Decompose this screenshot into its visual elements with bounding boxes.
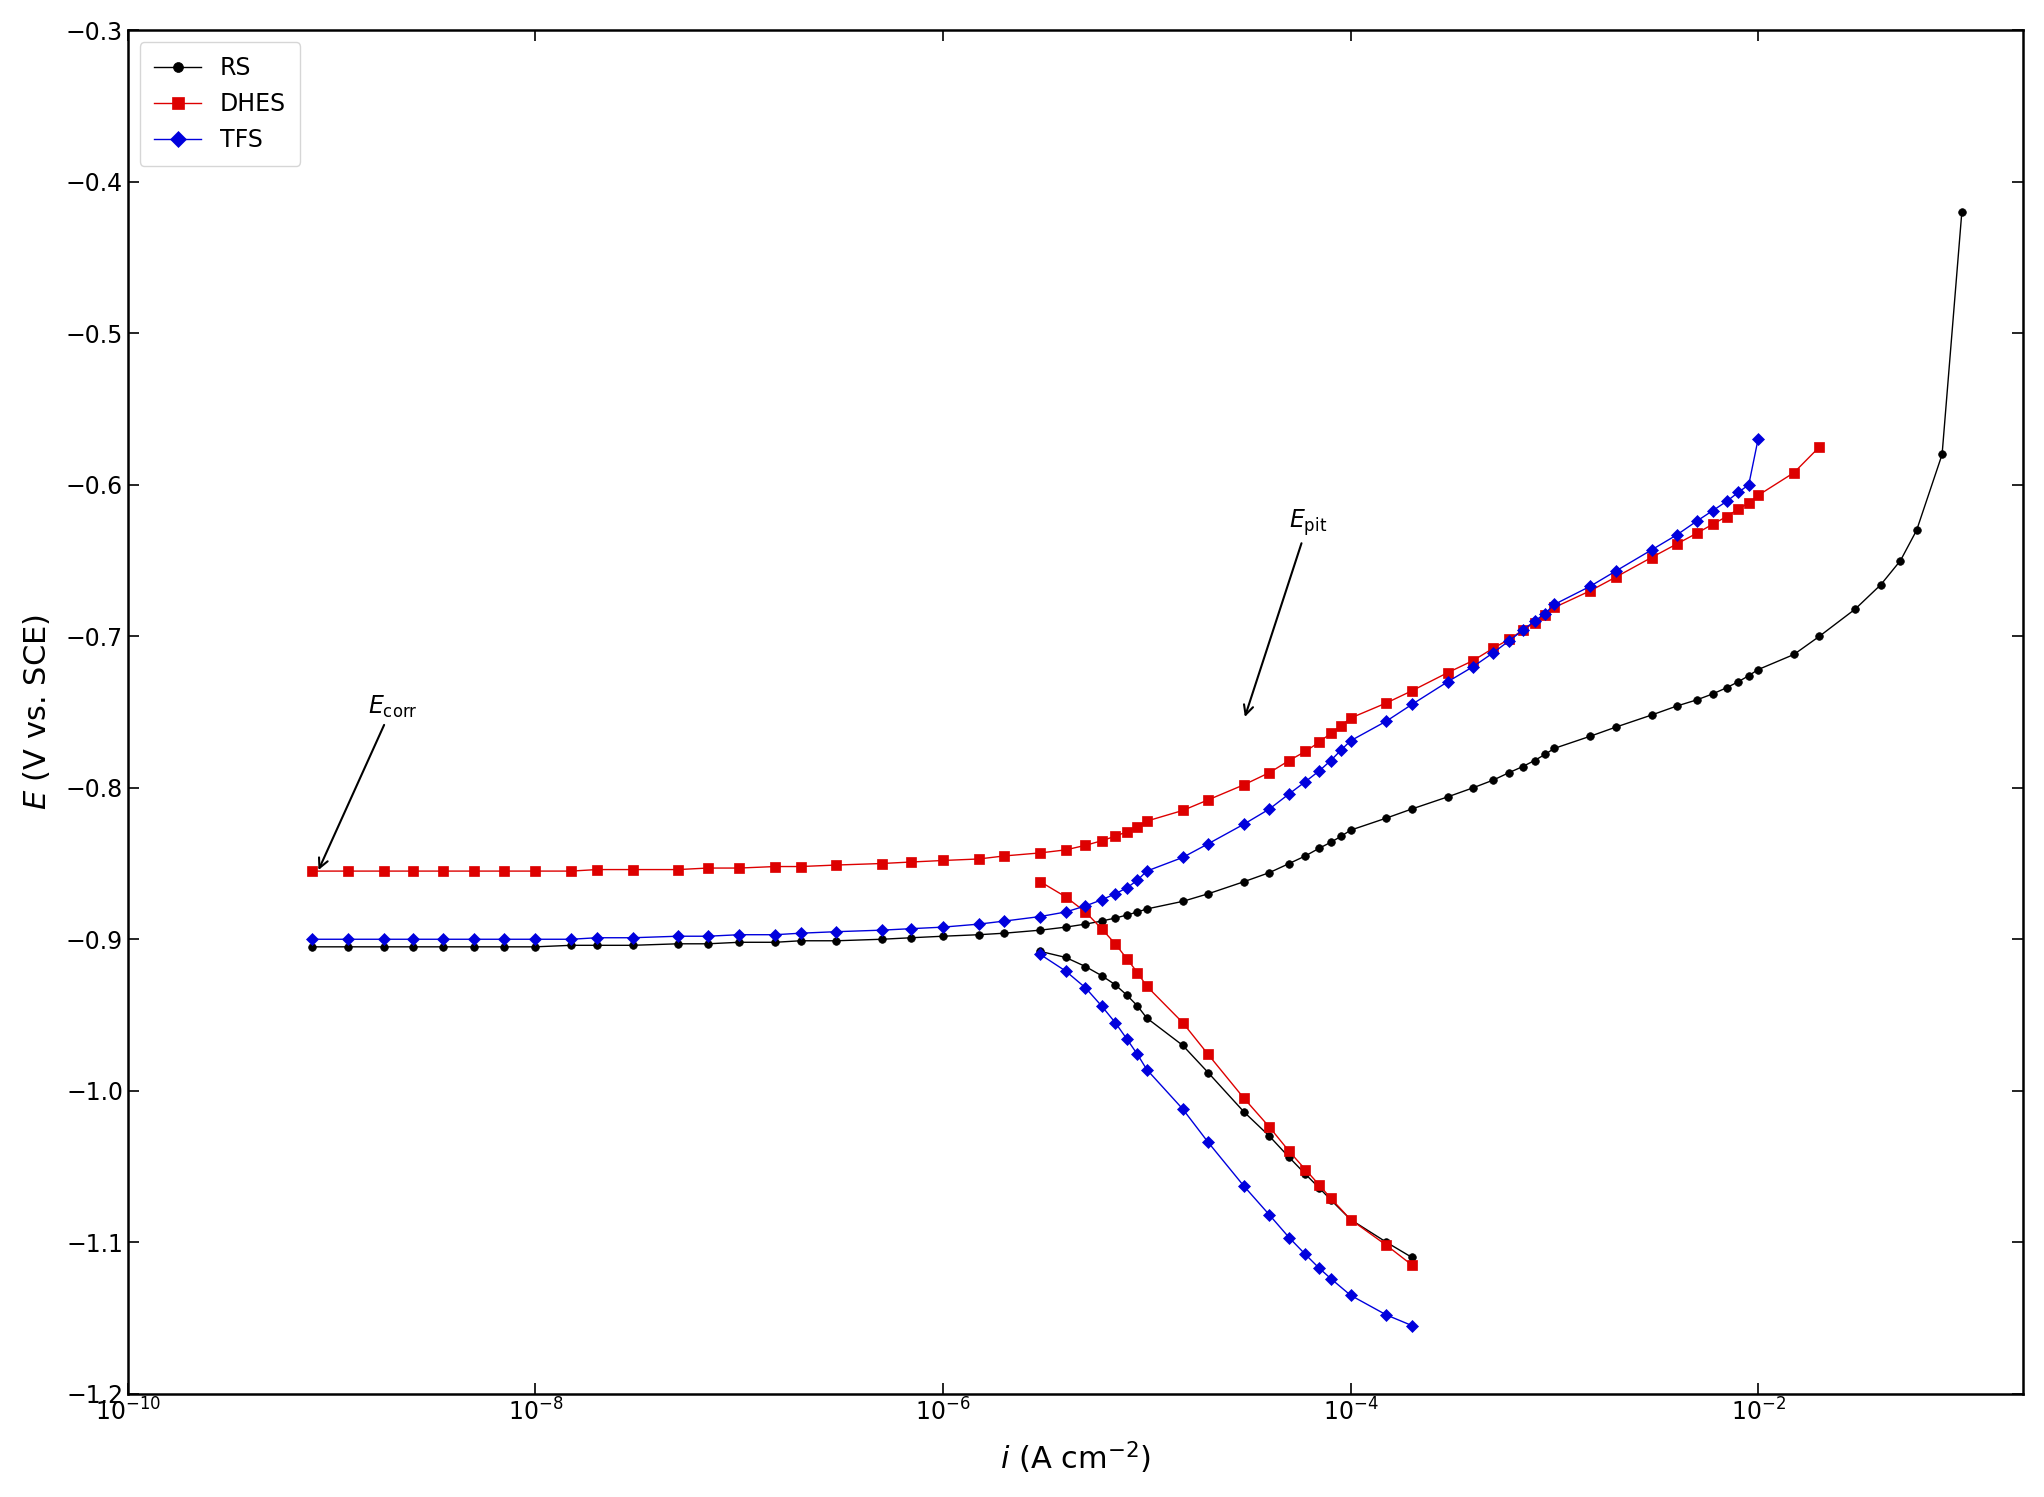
DHES [1664,534,1688,552]
Line: TFS: TFS [307,434,1762,943]
DHES [824,856,848,874]
Text: $E_\mathrm{pit}$: $E_\mathrm{pit}$ [1245,507,1327,714]
TFS [967,915,991,933]
TFS [930,918,955,936]
RS [1950,204,1975,222]
X-axis label: $i$ (A cm$^{-2}$): $i$ (A cm$^{-2}$) [1000,1440,1151,1476]
Line: DHES: DHES [307,443,1823,876]
Text: $E_\mathrm{corr}$: $E_\mathrm{corr}$ [319,693,417,868]
Line: RS: RS [309,208,1966,951]
RS [1339,822,1363,840]
TFS [1746,430,1770,448]
RS [300,937,325,955]
TFS [1318,751,1343,769]
Legend: RS, DHES, TFS: RS, DHES, TFS [139,42,300,166]
TFS [789,924,814,942]
RS [824,931,848,949]
Y-axis label: $E$ (V vs. SCE): $E$ (V vs. SCE) [20,614,51,810]
TFS [300,930,325,948]
DHES [1782,464,1807,482]
DHES [462,862,486,880]
DHES [1318,725,1343,743]
DHES [300,862,325,880]
DHES [1807,439,1831,457]
RS [1329,828,1353,846]
RS [789,931,814,949]
RS [1782,645,1807,663]
TFS [869,921,893,939]
TFS [621,928,646,946]
RS [1905,521,1930,539]
DHES [695,859,719,877]
